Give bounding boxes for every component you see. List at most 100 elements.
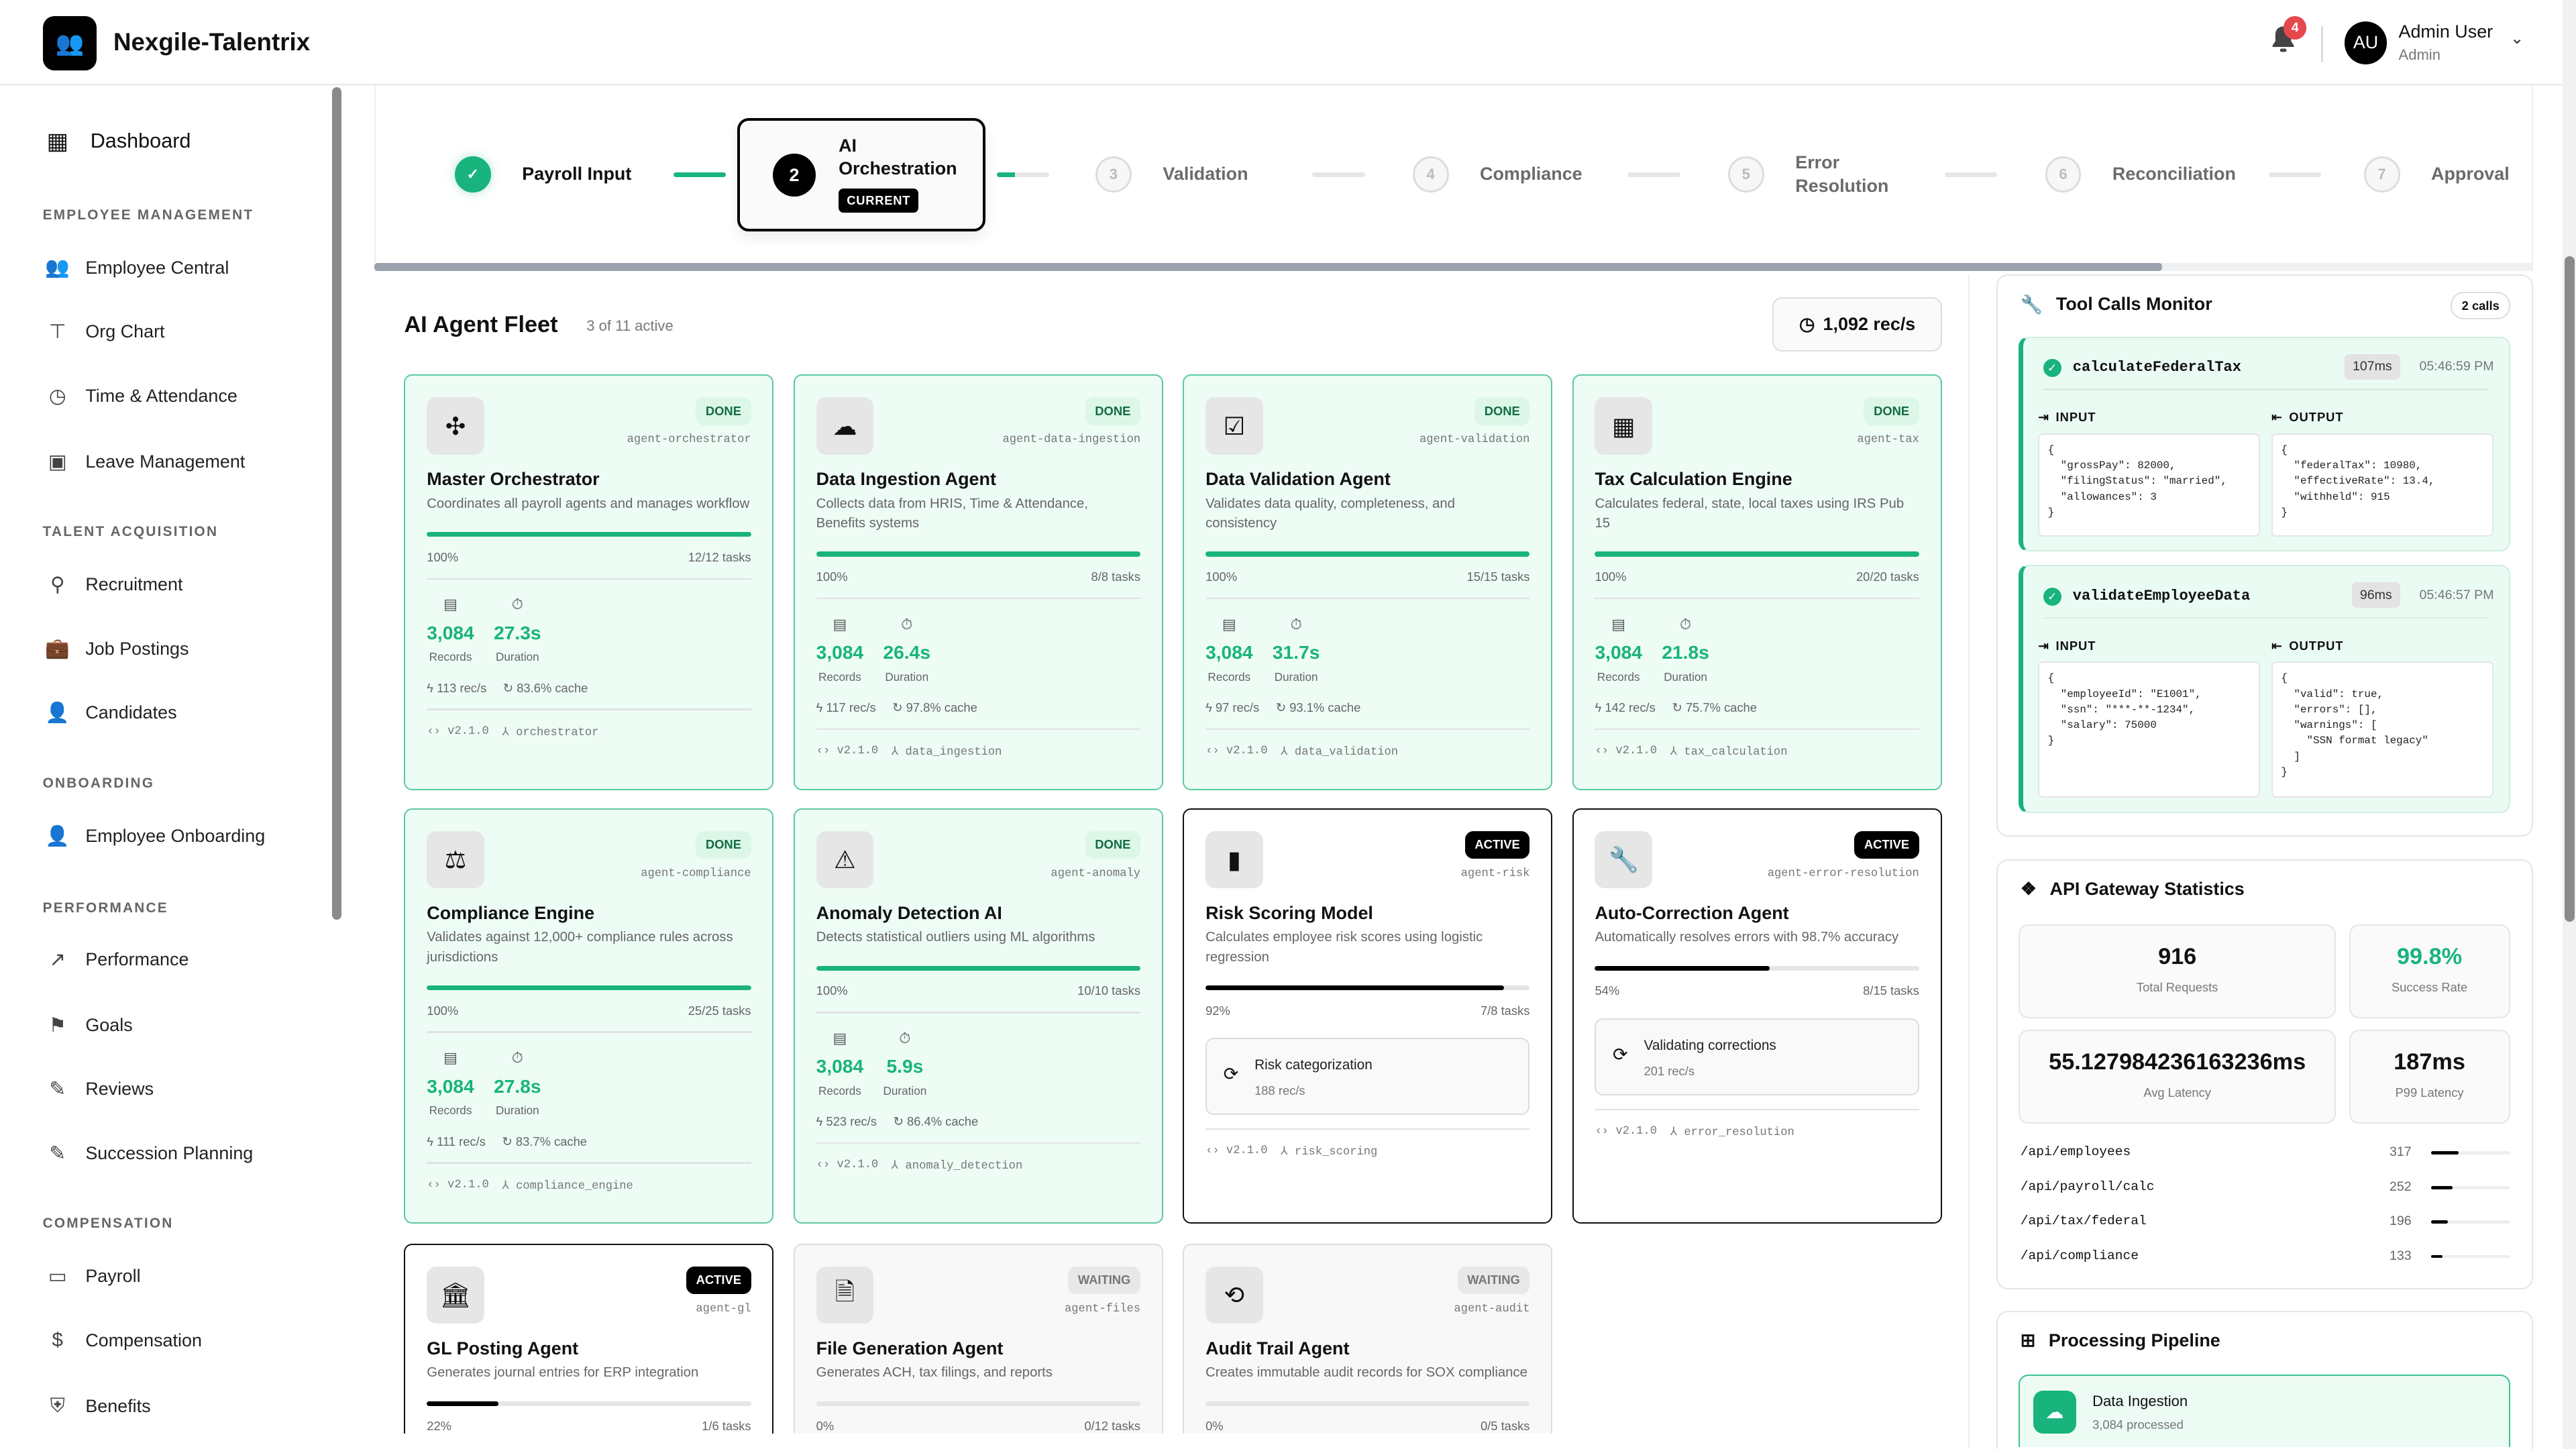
divider — [2043, 616, 2489, 619]
version: ‹› v2.1.0 — [816, 745, 879, 759]
metric-value: 31.7s — [1272, 642, 1320, 663]
divider — [1205, 1128, 1530, 1130]
input-icon: ⇥ — [2038, 638, 2049, 653]
module: ⅄ compliance_engine — [502, 1179, 633, 1193]
metric-value: 3,084 — [816, 642, 864, 663]
sidebar-item-org-chart[interactable]: ⊤ Org Chart — [43, 317, 165, 347]
pipeline-item[interactable]: ☁ Data Ingestion 3,084 processed — [2019, 1375, 2510, 1448]
sidebar-item-leave-management[interactable]: ▣ Leave Management — [43, 447, 246, 476]
step-payroll-input[interactable]: ✓ Payroll Input — [454, 156, 632, 193]
agent-card[interactable]: ✣ DONE agent-orchestrator Master Orchestrat… — [404, 374, 774, 790]
sidebar-item-reviews[interactable]: ✎ Reviews — [43, 1075, 154, 1104]
agent-id: agent-orchestrator — [627, 433, 751, 447]
agent-card[interactable]: ▦ DONE agent-tax Tax Calculation Engine Calc… — [1572, 374, 1942, 790]
label-text: OUTPUT — [2289, 410, 2344, 425]
status-badge: ACTIVE — [686, 1266, 751, 1295]
step-approval[interactable]: 7 Approval — [2363, 156, 2510, 193]
step-label: Error Resolution — [1795, 152, 1889, 196]
agent-card[interactable]: ▮ ACTIVE agent-risk Risk Scoring Model Calcu… — [1183, 808, 1553, 1224]
step-validation[interactable]: 3 Validation — [1095, 156, 1248, 193]
sidebar-item-performance[interactable]: ↗ Performance — [43, 945, 189, 974]
divider — [427, 578, 751, 580]
user-avatar[interactable]: AU — [2344, 21, 2387, 64]
sidebar-item-goals[interactable]: ⚑ Goals — [43, 1010, 133, 1040]
sidebar-item-employee-central[interactable]: 👥 Employee Central — [43, 253, 229, 282]
agent-card[interactable]: ☁ DONE agent-data-ingestion Data Ingestion … — [793, 374, 1163, 790]
page-scrollbar[interactable] — [2564, 256, 2575, 922]
tool-call-card[interactable]: ✓ validateEmployeeData 96ms 05:46:57 PM ⇥ INP… — [2019, 564, 2510, 813]
agent-card[interactable]: 🏛 ACTIVE agent-gl GL Posting Agent Generates… — [404, 1243, 774, 1434]
sidebar-item-benefits[interactable]: ⛨ Benefits — [43, 1391, 151, 1421]
stepper-scrollbar[interactable] — [374, 262, 2162, 272]
user-name[interactable]: Admin User — [2398, 21, 2493, 42]
agent-card[interactable]: ⚠ DONE agent-anomaly Anomaly Detection AI De… — [793, 808, 1163, 1224]
sidebar-item-time-attendance[interactable]: ◷ Time & Attendance — [43, 381, 237, 411]
agent-id: agent-error-resolution — [1767, 867, 1919, 880]
agent-metrics: ▤ 3,084 Records ⏱ 27.8s Duration — [427, 1049, 751, 1118]
agent-name: Data Ingestion Agent — [816, 469, 996, 490]
output-icon: ⇤ — [2271, 638, 2283, 653]
sidebar-item-dashboard[interactable]: ▦ Dashboard — [43, 127, 191, 156]
tool-call-duration: 96ms — [2351, 582, 2400, 608]
metric-duration: ⏱ 5.9s Duration — [883, 1030, 927, 1098]
warning-icon: ⚠ — [816, 830, 874, 889]
stat-label: Avg Latency — [2143, 1085, 2211, 1099]
metric-value: 5.9s — [886, 1056, 924, 1077]
metric-label: Records — [1597, 669, 1640, 684]
agent-progress-fill — [816, 551, 1141, 557]
org-chart-icon: ⊤ — [48, 321, 66, 343]
agent-metrics: ▤ 3,084 Records ⏱ 5.9s Duration — [816, 1030, 1140, 1098]
sidebar-item-payroll[interactable]: ▭ Payroll — [43, 1262, 141, 1291]
cache-stat: ↻ 75.7% cache — [1672, 700, 1757, 715]
agent-card[interactable]: ☑ DONE agent-validation Data Validation Age… — [1183, 374, 1553, 790]
step-connector-progress — [673, 172, 726, 178]
module-icon: ⅄ — [502, 1179, 517, 1193]
sidebar-item-candidates[interactable]: 👤 Candidates — [43, 698, 176, 728]
sidebar-section-title: ONBOARDING — [42, 775, 155, 791]
agent-card-body: Data Validation Agent Validates data qual… — [1205, 468, 1530, 759]
user-menu-chevron-down-icon[interactable]: ⌄ — [2510, 29, 2524, 48]
file-icon: 🗎 — [816, 1266, 874, 1324]
user-role: Admin — [2398, 46, 2440, 63]
tool-call-input-json: { "employeeId": "E1001", "ssn": "***-**-… — [2038, 661, 2260, 798]
module-icon: ⅄ — [1670, 1126, 1684, 1139]
step-label: Approval — [2431, 164, 2510, 184]
module-value: data_validation — [1294, 746, 1399, 759]
tool-call-input-label: ⇥ INPUT — [2038, 410, 2096, 425]
step-error-resolution[interactable]: 5 Error Resolution — [1727, 152, 1894, 196]
agent-card[interactable]: 🗎 WAITING agent-files File Generation Agent… — [793, 1243, 1163, 1434]
agent-stats: ϟ 111 rec/s ↻ 83.7% cache — [427, 1134, 751, 1149]
step-reconciliation[interactable]: 6 Reconciliation — [2045, 156, 2236, 193]
trending-up-icon: ↗ — [49, 948, 66, 971]
endpoint-bar — [2431, 1185, 2510, 1189]
sidebar-item-succession-planning[interactable]: ✎ Succession Planning — [43, 1138, 253, 1168]
endpoint-count: 317 — [2389, 1144, 2412, 1160]
throughput-button[interactable]: ◷ 1,092 rec/s — [1772, 297, 1942, 352]
agent-footer: ‹› v2.1.0 ⅄ tax_calculation — [1595, 745, 1919, 759]
step-label: Payroll Input — [522, 164, 632, 184]
metric-value: 27.8s — [494, 1075, 541, 1097]
agent-card[interactable]: ⚖ DONE agent-compliance Compliance Engine Va… — [404, 808, 774, 1224]
sidebar-scrollbar[interactable] — [331, 87, 342, 920]
sidebar-item-recruitment[interactable]: ⚲ Recruitment — [43, 570, 183, 600]
agent-card[interactable]: ⟲ WAITING agent-audit Audit Trail Agent Crea… — [1183, 1243, 1553, 1434]
sidebar-item-label: Leave Management — [85, 451, 246, 472]
rate-value: 113 rec/s — [437, 680, 487, 695]
divider — [427, 1162, 751, 1164]
step-compliance[interactable]: 4 Compliance — [1412, 156, 1582, 193]
person-add-icon: 👤 — [45, 701, 70, 724]
sidebar-item-employee-onboarding[interactable]: 👤 Employee Onboarding — [43, 821, 265, 851]
divider — [1595, 728, 1919, 731]
step-number: 7 — [2363, 156, 2400, 193]
module: ⅄ data_validation — [1281, 745, 1398, 759]
tool-call-card[interactable]: ✓ calculateFederalTax 107ms 05:46:59 PM ⇥ INP… — [2019, 336, 2510, 552]
sidebar-item-compensation[interactable]: $ Compensation — [43, 1326, 202, 1355]
module: ⅄ anomaly_detection — [892, 1159, 1022, 1173]
app-logo-icon[interactable]: 👥 — [42, 16, 97, 71]
step-ai-orchestration[interactable]: 2 AI Orchestration CURRENT — [737, 118, 985, 232]
progress-row: 100% 12/12 tasks — [427, 550, 751, 565]
agent-footer: ‹› v2.1.0 ⅄ data_validation — [1205, 745, 1529, 759]
metric-value: 3,084 — [427, 1075, 474, 1097]
sidebar-item-job-postings[interactable]: 💼 Job Postings — [43, 634, 189, 663]
agent-card[interactable]: 🔧 ACTIVE agent-error-resolution Auto-Correc… — [1572, 808, 1942, 1224]
